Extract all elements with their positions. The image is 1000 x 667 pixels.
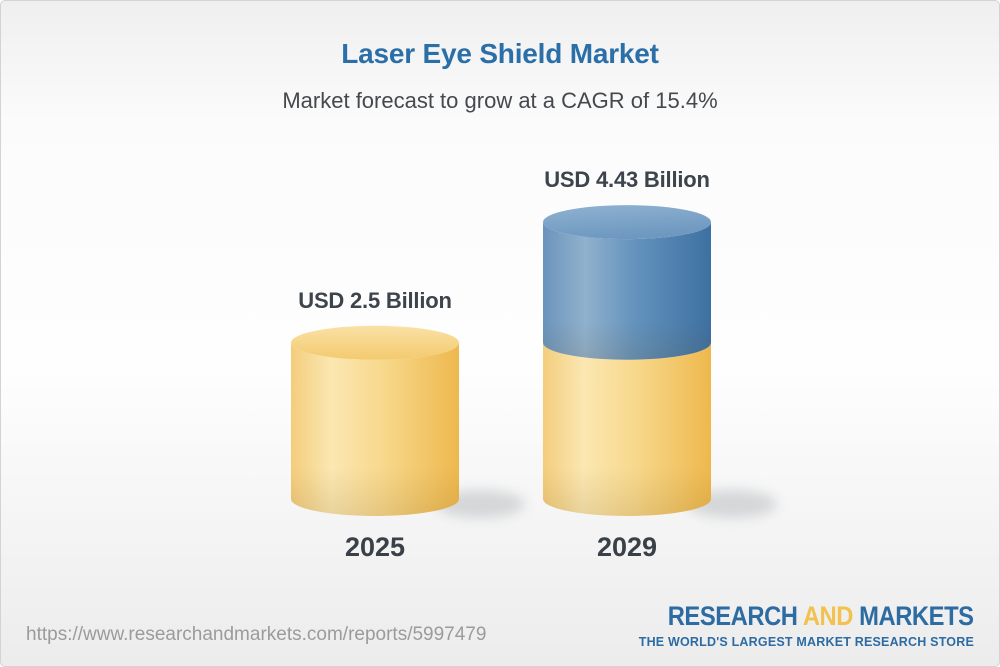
cylinder-top-face — [543, 205, 711, 240]
cylinder-segment-shade — [543, 342, 711, 516]
bar-cylinder-2025 — [291, 325, 525, 518]
value-label-2029: USD 4.43 Billion — [544, 167, 710, 193]
brand-logo-wordmark: RESEARCH AND MARKETS — [668, 602, 974, 631]
chart-subtitle: Market forecast to grow at a CAGR of 15.… — [282, 88, 718, 113]
cylinder-top-face — [291, 325, 459, 360]
x-axis-label-2025: 2025 — [344, 532, 406, 562]
logo-word-and: AND — [803, 601, 854, 631]
logo-word-markets: MARKETS — [859, 601, 975, 631]
cylinder-segment-shade — [291, 342, 459, 516]
x-axis-label-2029: 2029 — [596, 532, 658, 562]
source-url: https://www.researchandmarkets.com/repor… — [26, 624, 487, 645]
brand-logo-tagline: THE WORLD'S LARGEST MARKET RESEARCH STOR… — [638, 635, 974, 649]
logo-word-research: RESEARCH — [668, 601, 798, 631]
chart-title: Laser Eye Shield Market — [341, 38, 659, 69]
value-label-2025: USD 2.5 Billion — [298, 287, 452, 313]
bar-cylinder-2029 — [543, 205, 777, 518]
cylinder-segment-shade — [543, 222, 711, 360]
brand-logo: RESEARCH AND MARKETS THE WORLD'S LARGEST… — [626, 602, 975, 650]
